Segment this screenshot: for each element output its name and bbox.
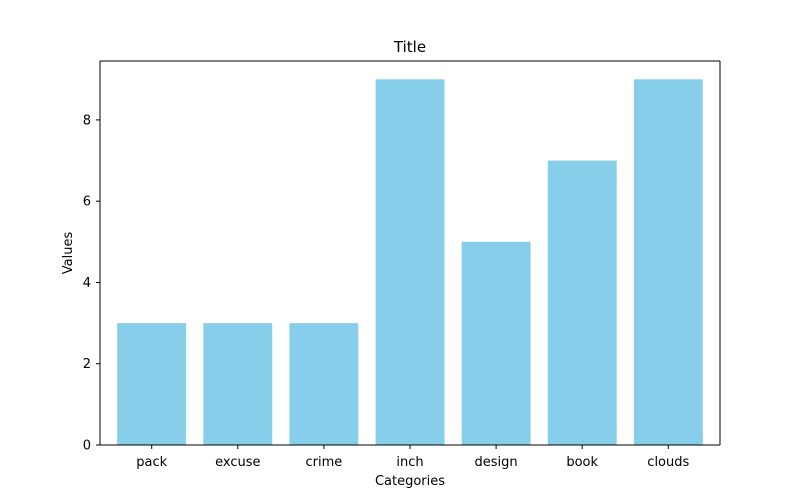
- x-tick-label: pack: [136, 455, 167, 470]
- y-tick-label: 6: [83, 195, 91, 210]
- x-tick-label: book: [566, 455, 598, 470]
- bar-design: [461, 241, 531, 445]
- y-tick-label: 0: [83, 439, 91, 454]
- bar-clouds: [633, 79, 703, 446]
- bar-pack: [117, 323, 187, 445]
- bar-crime: [289, 323, 359, 445]
- bar-book: [547, 160, 617, 445]
- y-tick-label: 4: [83, 276, 91, 291]
- y-ticks-layer: 0 2 4 6 8: [83, 113, 100, 454]
- x-tick-label: clouds: [647, 455, 689, 470]
- bar-excuse: [203, 323, 273, 445]
- x-tick-label: excuse: [215, 455, 260, 470]
- x-ticks-layer: pack excuse crime inch design book clouds: [136, 445, 690, 470]
- axes-layer: [99, 60, 721, 446]
- x-axis-label: Categories: [375, 474, 445, 489]
- y-axis-label: Values: [61, 232, 76, 275]
- bars-layer: [117, 79, 703, 446]
- x-tick-label: design: [475, 455, 518, 470]
- y-tick-label: 8: [83, 113, 91, 128]
- x-tick-label: crime: [306, 455, 343, 470]
- y-tick-label: 2: [83, 357, 91, 372]
- bar-inch: [375, 79, 445, 446]
- chart-title: Title: [393, 38, 426, 56]
- x-tick-label: inch: [396, 455, 423, 470]
